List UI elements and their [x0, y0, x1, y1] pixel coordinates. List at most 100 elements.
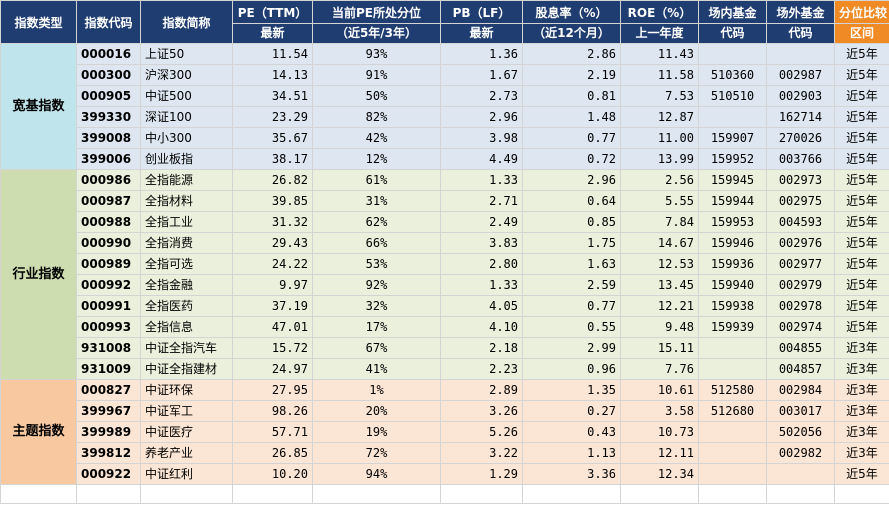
dividend-yield-cell[interactable]: 2.19 — [522, 64, 621, 86]
pb-cell[interactable]: 3.98 — [440, 127, 523, 149]
index-code-cell[interactable]: 399989 — [76, 421, 141, 443]
dividend-yield-cell[interactable]: 1.63 — [522, 253, 621, 275]
pb-cell[interactable]: 4.05 — [440, 295, 523, 317]
offsite-fund-code-cell[interactable]: 002978 — [766, 295, 835, 317]
onsite-fund-code-cell[interactable] — [698, 442, 767, 464]
empty-cell[interactable] — [698, 484, 767, 504]
dividend-yield-cell[interactable]: 0.43 — [522, 421, 621, 443]
pb-cell[interactable]: 2.96 — [440, 106, 523, 128]
percentile-window-cell[interactable]: 近5年 — [834, 169, 889, 191]
empty-cell[interactable] — [140, 484, 233, 504]
dividend-yield-cell[interactable]: 0.81 — [522, 85, 621, 107]
percentile-window-cell[interactable]: 近5年 — [834, 463, 889, 485]
pe-cell[interactable]: 9.97 — [232, 274, 313, 296]
pb-cell[interactable]: 2.23 — [440, 358, 523, 380]
roe-cell[interactable]: 12.34 — [620, 463, 699, 485]
empty-cell[interactable] — [76, 484, 141, 504]
offsite-fund-code-cell[interactable]: 002973 — [766, 169, 835, 191]
pe-percentile-cell[interactable]: 50% — [312, 85, 441, 107]
pb-cell[interactable]: 1.36 — [440, 43, 523, 65]
roe-cell[interactable]: 15.11 — [620, 337, 699, 359]
index-name-cell[interactable]: 上证50 — [140, 43, 233, 65]
offsite-fund-code-cell[interactable]: 004857 — [766, 358, 835, 380]
onsite-fund-code-cell[interactable] — [698, 358, 767, 380]
roe-cell[interactable]: 14.67 — [620, 232, 699, 254]
pb-cell[interactable]: 4.49 — [440, 148, 523, 170]
dividend-yield-cell[interactable]: 0.77 — [522, 295, 621, 317]
offsite-fund-code-cell[interactable]: 004855 — [766, 337, 835, 359]
offsite-fund-code-cell[interactable]: 502056 — [766, 421, 835, 443]
pb-cell[interactable]: 2.18 — [440, 337, 523, 359]
onsite-fund-code-cell[interactable]: 159940 — [698, 274, 767, 296]
pe-percentile-cell[interactable]: 20% — [312, 400, 441, 422]
index-code-cell[interactable]: 000986 — [76, 169, 141, 191]
pe-cell[interactable]: 57.71 — [232, 421, 313, 443]
percentile-window-cell[interactable]: 近5年 — [834, 211, 889, 233]
pb-cell[interactable]: 1.33 — [440, 274, 523, 296]
dividend-yield-cell[interactable]: 2.96 — [522, 169, 621, 191]
index-code-cell[interactable]: 000992 — [76, 274, 141, 296]
pb-cell[interactable]: 2.73 — [440, 85, 523, 107]
dividend-yield-cell[interactable]: 0.55 — [522, 316, 621, 338]
offsite-fund-code-cell[interactable]: 002979 — [766, 274, 835, 296]
offsite-fund-code-cell[interactable]: 002976 — [766, 232, 835, 254]
pb-cell[interactable]: 5.26 — [440, 421, 523, 443]
index-code-cell[interactable]: 000991 — [76, 295, 141, 317]
onsite-fund-code-cell[interactable]: 159952 — [698, 148, 767, 170]
pe-percentile-cell[interactable]: 42% — [312, 127, 441, 149]
pe-percentile-cell[interactable]: 92% — [312, 274, 441, 296]
onsite-fund-code-cell[interactable] — [698, 337, 767, 359]
percentile-window-cell[interactable]: 近5年 — [834, 316, 889, 338]
offsite-fund-code-cell[interactable]: 002975 — [766, 190, 835, 212]
index-name-cell[interactable]: 中证医疗 — [140, 421, 233, 443]
onsite-fund-code-cell[interactable]: 510510 — [698, 85, 767, 107]
index-name-cell[interactable]: 全指能源 — [140, 169, 233, 191]
col-name-header[interactable]: 指数简称 — [140, 0, 233, 44]
pe-percentile-cell[interactable]: 61% — [312, 169, 441, 191]
onsite-fund-code-cell[interactable]: 510360 — [698, 64, 767, 86]
dividend-yield-cell[interactable]: 0.96 — [522, 358, 621, 380]
index-name-cell[interactable]: 全指医药 — [140, 295, 233, 317]
roe-cell[interactable]: 5.55 — [620, 190, 699, 212]
col-type-header[interactable]: 指数类型 — [0, 0, 77, 44]
pb-cell[interactable]: 2.71 — [440, 190, 523, 212]
index-name-cell[interactable]: 中证环保 — [140, 379, 233, 401]
roe-cell[interactable]: 2.56 — [620, 169, 699, 191]
index-code-cell[interactable]: 399967 — [76, 400, 141, 422]
index-name-cell[interactable]: 中证500 — [140, 85, 233, 107]
pe-percentile-cell[interactable]: 12% — [312, 148, 441, 170]
roe-cell[interactable]: 7.76 — [620, 358, 699, 380]
percentile-window-cell[interactable]: 近5年 — [834, 274, 889, 296]
index-code-cell[interactable]: 000905 — [76, 85, 141, 107]
group-label-cell[interactable]: 行业指数 — [0, 169, 77, 380]
pe-percentile-cell[interactable]: 82% — [312, 106, 441, 128]
dividend-yield-cell[interactable]: 2.99 — [522, 337, 621, 359]
onsite-fund-code-cell[interactable] — [698, 421, 767, 443]
pe-percentile-cell[interactable]: 19% — [312, 421, 441, 443]
index-code-cell[interactable]: 399008 — [76, 127, 141, 149]
empty-cell[interactable] — [0, 484, 77, 504]
offsite-fund-code-cell[interactable]: 003766 — [766, 148, 835, 170]
index-code-cell[interactable]: 000989 — [76, 253, 141, 275]
percentile-window-cell[interactable]: 近3年 — [834, 442, 889, 464]
empty-cell[interactable] — [620, 484, 699, 504]
onsite-fund-code-cell[interactable]: 159936 — [698, 253, 767, 275]
pe-cell[interactable]: 38.17 — [232, 148, 313, 170]
offsite-fund-code-cell[interactable]: 004593 — [766, 211, 835, 233]
onsite-fund-code-cell[interactable]: 159907 — [698, 127, 767, 149]
percentile-window-cell[interactable]: 近5年 — [834, 295, 889, 317]
col-pb-header[interactable]: PB（LF） — [440, 0, 523, 24]
percentile-window-cell[interactable]: 近5年 — [834, 232, 889, 254]
offsite-fund-code-cell[interactable]: 003017 — [766, 400, 835, 422]
percentile-window-cell[interactable]: 近5年 — [834, 64, 889, 86]
onsite-fund-code-cell[interactable]: 159946 — [698, 232, 767, 254]
index-name-cell[interactable]: 中证全指汽车 — [140, 337, 233, 359]
col-pe-pct-subheader[interactable]: （近5年/3年） — [312, 23, 441, 44]
offsite-fund-code-cell[interactable]: 002977 — [766, 253, 835, 275]
roe-cell[interactable]: 7.84 — [620, 211, 699, 233]
pe-percentile-cell[interactable]: 41% — [312, 358, 441, 380]
index-code-cell[interactable]: 000922 — [76, 463, 141, 485]
onsite-fund-code-cell[interactable]: 159938 — [698, 295, 767, 317]
offsite-fund-code-cell[interactable]: 002974 — [766, 316, 835, 338]
index-code-cell[interactable]: 000993 — [76, 316, 141, 338]
